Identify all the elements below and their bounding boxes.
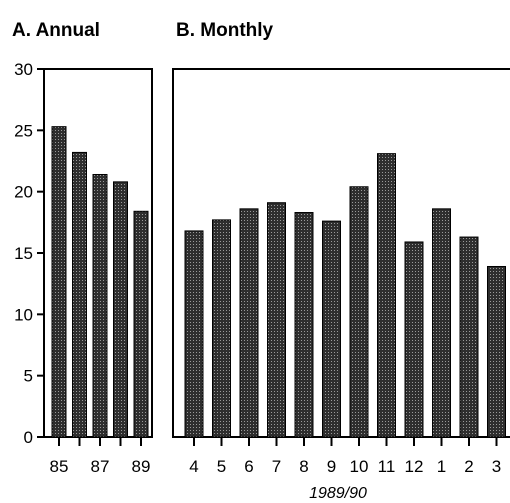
annual-bars — [51, 126, 149, 438]
bar — [113, 181, 128, 438]
y-tick-label: 20 — [14, 183, 33, 202]
bar — [432, 208, 451, 438]
x-tick-label: 7 — [272, 457, 281, 476]
y-tick-label: 0 — [24, 428, 33, 447]
bar — [377, 153, 396, 438]
bar — [459, 236, 479, 438]
x-tick-label: 1 — [437, 457, 446, 476]
monthly-panel: 4 5 6 7 8 9 10 11 12 1 2 3 — [172, 68, 510, 476]
x-tick-label: 2 — [464, 457, 473, 476]
x-tick-label: 6 — [244, 457, 253, 476]
bar — [184, 230, 204, 438]
annual-panel: 0 5 10 15 20 25 30 85 87 89 — [14, 60, 153, 476]
bar — [212, 219, 231, 438]
monthly-x-ticks: 4 5 6 7 8 9 10 11 12 1 2 3 — [189, 437, 501, 476]
x-tick-label: 12 — [405, 457, 424, 476]
y-tick-label: 25 — [14, 121, 33, 140]
bar — [239, 208, 259, 438]
x-tick-label: 87 — [91, 457, 110, 476]
bar — [133, 210, 149, 438]
y-axis: 0 5 10 15 20 25 30 — [14, 60, 44, 447]
x-tick-label: 85 — [50, 457, 69, 476]
monthly-x-axis-label: 1989/90 — [309, 485, 367, 502]
bar — [92, 173, 108, 438]
bar — [404, 241, 424, 438]
monthly-panel-frame — [172, 68, 510, 438]
y-tick-label: 5 — [24, 367, 33, 386]
bar — [51, 126, 67, 438]
monthly-panel-title: B. Monthly — [176, 20, 274, 41]
bar — [267, 202, 286, 438]
x-tick-label: 8 — [299, 457, 308, 476]
y-tick-label: 10 — [14, 305, 33, 324]
bar — [294, 212, 314, 438]
x-tick-label: 11 — [378, 457, 396, 476]
x-tick-label: 9 — [327, 457, 336, 476]
x-tick-label: 3 — [492, 457, 501, 476]
bar — [72, 151, 87, 438]
bar — [349, 186, 369, 438]
x-tick-label: 10 — [350, 457, 369, 476]
y-tick-label: 15 — [14, 244, 33, 263]
bar — [322, 220, 341, 438]
bar — [487, 265, 506, 438]
x-tick-label: 89 — [132, 457, 151, 476]
x-tick-label: 4 — [189, 457, 198, 476]
x-tick-label: 5 — [217, 457, 226, 476]
monthly-bars — [184, 153, 506, 438]
annual-x-ticks: 85 87 89 — [50, 437, 151, 476]
annual-panel-title: A. Annual — [12, 20, 100, 41]
y-tick-label: 30 — [14, 60, 33, 79]
